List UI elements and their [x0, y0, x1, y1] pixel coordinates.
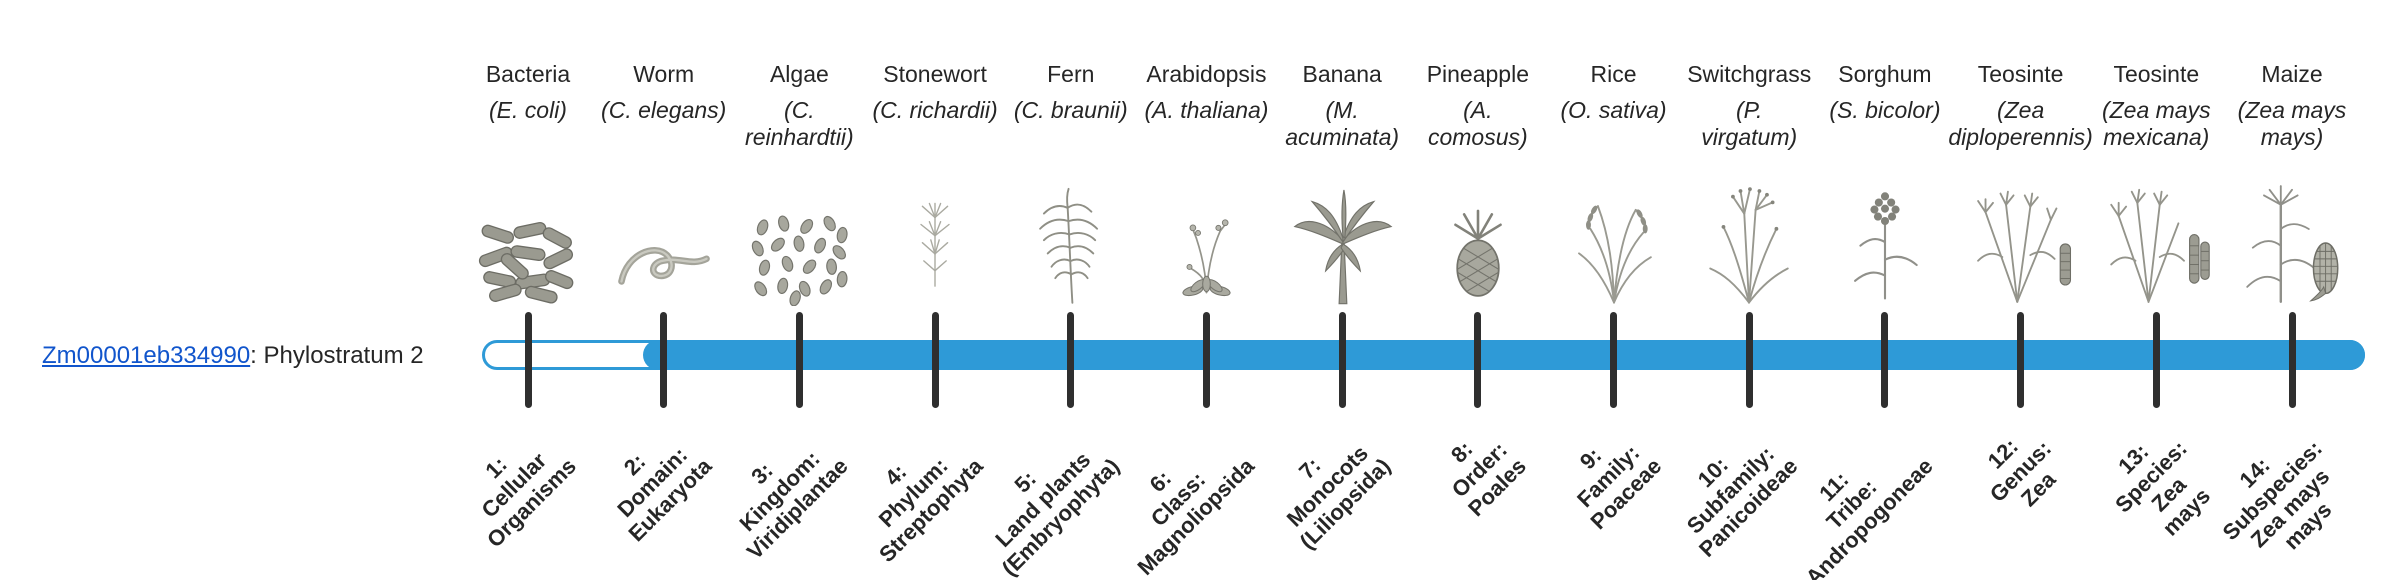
stratum-label: 13: Species: Zea mays — [2109, 435, 2215, 541]
organism-label: Teosinte (Zea mays mexicana) — [2076, 60, 2236, 151]
organism-name: Switchgrass — [1687, 61, 1812, 87]
stratum-label: 12: Genus: Zea — [1982, 433, 2061, 512]
organism-scientific-name: (E. coli) — [489, 97, 567, 123]
tick-mark — [524, 312, 532, 408]
arabidopsis-icon — [1141, 168, 1271, 306]
organism-name: Sorghum — [1838, 61, 1932, 87]
organism-label: Switchgrass (P. virgatum) — [1669, 60, 1829, 151]
organism-scientific-name: (A. thaliana) — [1144, 97, 1269, 123]
organism-label: Banana (M. acuminata) — [1262, 60, 1422, 151]
organism-scientific-name: (O. sativa) — [1560, 97, 1667, 123]
maize-icon — [2227, 168, 2357, 306]
organism-name: Bacteria — [485, 61, 571, 87]
organism-label: Worm (C. elegans) — [584, 60, 744, 124]
stonewort-icon — [870, 168, 1000, 306]
tick-mark — [2152, 312, 2160, 408]
sorghum-icon — [1820, 168, 1950, 306]
stratum-label: 5: Land plants (Embryophyta) — [989, 446, 1124, 580]
organism-scientific-name: (Zea mays mexicana) — [2101, 97, 2211, 150]
organism-scientific-name: (Zea mays mays) — [2237, 97, 2347, 150]
organism-name: Teosinte — [2113, 61, 2200, 87]
fern-icon — [1006, 168, 1136, 306]
organism-label: Maize (Zea mays mays) — [2212, 60, 2372, 151]
tick-mark — [2017, 312, 2025, 408]
organism-scientific-name: (M. acuminata) — [1285, 97, 1400, 150]
organism-name: Stonewort — [883, 61, 987, 87]
organism-label: Pineapple (A. comosus) — [1398, 60, 1558, 151]
organism-name: Maize — [2261, 61, 2323, 87]
organism-name: Rice — [1590, 61, 1637, 87]
stratum-label: 3: Kingdom: Viridiplantae — [734, 445, 853, 565]
organism-name: Algae — [769, 61, 829, 87]
stratum-label: 9: Family: Poaceae — [1572, 440, 1667, 535]
worm-icon — [599, 168, 729, 306]
stratum-label: 8: Order: Poales — [1445, 436, 1531, 522]
organism-scientific-name: (Zea diploperennis) — [1948, 97, 2093, 150]
bacteria-icon — [463, 168, 593, 306]
organism-label: Sorghum (S. bicolor) — [1805, 60, 1965, 124]
stratum-label: 6: Class: Magnoliopsida — [1132, 453, 1260, 580]
organism-label: Stonewort (C. richardii) — [855, 60, 1015, 124]
organism-name: Arabidopsis — [1146, 61, 1267, 87]
organism-label: Teosinte (Zea diploperennis) — [1941, 60, 2101, 151]
phylostratum-bar-fill — [642, 340, 2365, 370]
organism-scientific-name: (C. richardii) — [872, 97, 998, 123]
teosinte-icon — [1956, 168, 2086, 306]
organism-label: Bacteria (E. coli) — [448, 60, 608, 124]
stratum-label: 14: Subspecies: Zea mays mays — [2218, 435, 2337, 555]
organism-label: Arabidopsis (A. thaliana) — [1126, 60, 1286, 124]
organism-name: Banana — [1302, 61, 1382, 87]
gene-id-link[interactable]: Zm00001eb334990 — [42, 342, 251, 369]
organism-scientific-name: (C. elegans) — [601, 97, 727, 123]
organism-name: Pineapple — [1426, 61, 1529, 87]
organism-scientific-name: (S. bicolor) — [1829, 97, 1941, 123]
organism-name: Teosinte — [1977, 61, 2064, 87]
gene-label: Zm00001eb334990: Phylostratum 2 — [42, 341, 424, 371]
organism-label: Rice (O. sativa) — [1534, 60, 1694, 124]
tick-mark — [2288, 312, 2296, 408]
algae-icon — [734, 168, 864, 306]
stratum-label: 7: Monocots (Liliopsida) — [1281, 440, 1396, 554]
organism-scientific-name: (C. reinhardtii) — [745, 97, 854, 150]
rice-icon — [1549, 168, 1679, 306]
organism-name: Worm — [633, 61, 695, 87]
stratum-label: 2: Domain: Eukaryota — [612, 442, 717, 547]
tick-mark — [1881, 312, 1889, 408]
tick-mark — [660, 312, 668, 408]
stratum-label: 11: Tribe: Andropogoneae — [1801, 453, 1938, 580]
organism-scientific-name: (P. virgatum) — [1701, 97, 1798, 150]
tick-mark — [1745, 312, 1753, 408]
organism-label: Algae (C. reinhardtii) — [719, 60, 879, 151]
gene-phylostratum-text: : Phylostratum 2 — [250, 342, 424, 369]
organism-name: Fern — [1047, 61, 1095, 87]
tick-mark — [1202, 312, 1210, 408]
stratum-label: 4: Phylum: Streptophyta — [874, 452, 989, 567]
organism-scientific-name: (C. braunii) — [1013, 97, 1128, 123]
stratum-label: 1: Cellular Organisms — [476, 447, 582, 553]
tick-mark — [795, 312, 803, 408]
pineapple-icon — [1413, 168, 1543, 306]
banana-icon — [1277, 168, 1407, 306]
switchgrass-icon — [1684, 168, 1814, 306]
tick-mark — [931, 312, 939, 408]
tick-mark — [1338, 312, 1346, 408]
organism-label: Fern (C. braunii) — [991, 60, 1151, 124]
tick-mark — [1067, 312, 1075, 408]
organism-scientific-name: (A. comosus) — [1427, 97, 1528, 150]
teosinte2-icon — [2091, 168, 2221, 306]
tick-mark — [1474, 312, 1482, 408]
tick-mark — [1610, 312, 1618, 408]
